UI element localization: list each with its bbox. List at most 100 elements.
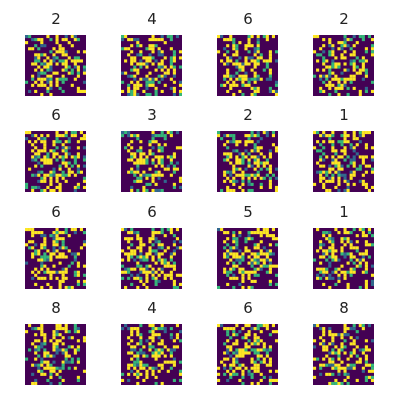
heatmap-cell bbox=[124, 47, 128, 51]
heatmap-cell bbox=[235, 366, 239, 370]
heatmap-cell bbox=[364, 360, 368, 364]
heatmap-cell bbox=[49, 74, 53, 78]
heatmap-cell bbox=[34, 146, 38, 150]
heatmap-cell bbox=[166, 273, 170, 277]
heatmap-cell bbox=[148, 264, 152, 268]
heatmap-cell bbox=[34, 333, 38, 337]
heatmap-cell bbox=[64, 255, 68, 259]
heatmap-cell bbox=[79, 89, 83, 93]
heatmap-cell bbox=[166, 261, 170, 265]
heatmap-cell bbox=[157, 342, 161, 346]
heatmap-cell bbox=[37, 152, 41, 156]
heatmap-cell bbox=[49, 270, 53, 274]
heatmap-cell bbox=[319, 270, 323, 274]
heatmap-cell bbox=[232, 80, 236, 84]
heatmap-cell bbox=[244, 351, 248, 355]
heatmap-cell bbox=[253, 158, 257, 162]
heatmap-cell bbox=[253, 167, 257, 171]
heatmap-cell bbox=[250, 44, 254, 48]
heatmap-cell bbox=[151, 330, 155, 334]
heatmap-cell bbox=[139, 249, 143, 253]
heatmap-cell bbox=[127, 258, 131, 262]
heatmap-cell bbox=[256, 86, 260, 90]
heatmap-cell bbox=[175, 167, 179, 171]
heatmap-cell bbox=[256, 161, 260, 165]
heatmap-cell bbox=[67, 360, 71, 364]
heatmap-cell bbox=[70, 336, 74, 340]
heatmap-cell bbox=[361, 252, 365, 256]
heatmap-cell bbox=[352, 44, 356, 48]
heatmap-cell bbox=[343, 276, 347, 280]
heatmap-cell bbox=[250, 131, 254, 135]
heatmap-cell bbox=[46, 134, 50, 138]
heatmap-cell bbox=[154, 381, 158, 385]
heatmap-cell bbox=[130, 158, 134, 162]
heatmap-cell bbox=[358, 68, 362, 72]
panel-title: 4 bbox=[147, 10, 157, 28]
heatmap-cell bbox=[256, 74, 260, 78]
heatmap-cell bbox=[58, 255, 62, 259]
heatmap-cell bbox=[349, 267, 353, 271]
heatmap-cell bbox=[136, 327, 140, 331]
heatmap-cell bbox=[364, 243, 368, 247]
heatmap-cell bbox=[160, 252, 164, 256]
heatmap-cell bbox=[337, 348, 341, 352]
heatmap-cell bbox=[67, 161, 71, 165]
heatmap-cell bbox=[331, 339, 335, 343]
heatmap-cell bbox=[169, 348, 173, 352]
heatmap-cell bbox=[319, 342, 323, 346]
heatmap-cell bbox=[322, 140, 326, 144]
heatmap-cell bbox=[139, 176, 143, 180]
heatmap-cell bbox=[43, 372, 47, 376]
heatmap-cell bbox=[337, 86, 341, 90]
heatmap-cell bbox=[154, 44, 158, 48]
heatmap-cell bbox=[151, 273, 155, 277]
heatmap-cell bbox=[55, 324, 59, 328]
heatmap-cell bbox=[43, 140, 47, 144]
heatmap-cell bbox=[70, 360, 74, 364]
heatmap-cell bbox=[334, 77, 338, 81]
heatmap-cell bbox=[154, 252, 158, 256]
heatmap-cell bbox=[361, 179, 365, 183]
heatmap-cell bbox=[127, 89, 131, 93]
heatmap-image bbox=[121, 131, 182, 192]
heatmap-cell bbox=[256, 348, 260, 352]
heatmap-cell bbox=[355, 167, 359, 171]
heatmap-cell bbox=[148, 336, 152, 340]
heatmap-cell bbox=[256, 273, 260, 277]
heatmap-cell bbox=[226, 185, 230, 189]
heatmap-cell bbox=[139, 252, 143, 256]
heatmap-cell bbox=[370, 264, 374, 268]
heatmap-cell bbox=[232, 273, 236, 277]
heatmap-cell bbox=[328, 53, 332, 57]
heatmap-cell bbox=[253, 327, 257, 331]
heatmap-cell bbox=[148, 71, 152, 75]
heatmap-cell bbox=[271, 237, 275, 241]
heatmap-cell bbox=[37, 185, 41, 189]
heatmap-cell bbox=[76, 273, 80, 277]
heatmap-cell bbox=[49, 363, 53, 367]
heatmap-cell bbox=[49, 273, 53, 277]
heatmap-cell bbox=[328, 92, 332, 96]
heatmap-cell bbox=[46, 80, 50, 84]
heatmap-cell bbox=[232, 267, 236, 271]
heatmap-cell bbox=[127, 267, 131, 271]
heatmap-cell bbox=[274, 339, 278, 343]
heatmap-cell bbox=[265, 161, 269, 165]
heatmap-cell bbox=[349, 59, 353, 63]
heatmap-cell bbox=[328, 167, 332, 171]
heatmap-cell bbox=[328, 44, 332, 48]
heatmap-cell bbox=[349, 252, 353, 256]
heatmap-cell bbox=[127, 143, 131, 147]
heatmap-cell bbox=[169, 366, 173, 370]
heatmap-cell bbox=[127, 74, 131, 78]
panel-title: 1 bbox=[339, 203, 349, 221]
heatmap-cell bbox=[322, 363, 326, 367]
heatmap-cell bbox=[79, 246, 83, 250]
heatmap-cell bbox=[124, 285, 128, 289]
heatmap-cell bbox=[136, 246, 140, 250]
heatmap-cell bbox=[331, 176, 335, 180]
heatmap-cell bbox=[157, 243, 161, 247]
heatmap-cell bbox=[343, 243, 347, 247]
heatmap-cell bbox=[226, 158, 230, 162]
